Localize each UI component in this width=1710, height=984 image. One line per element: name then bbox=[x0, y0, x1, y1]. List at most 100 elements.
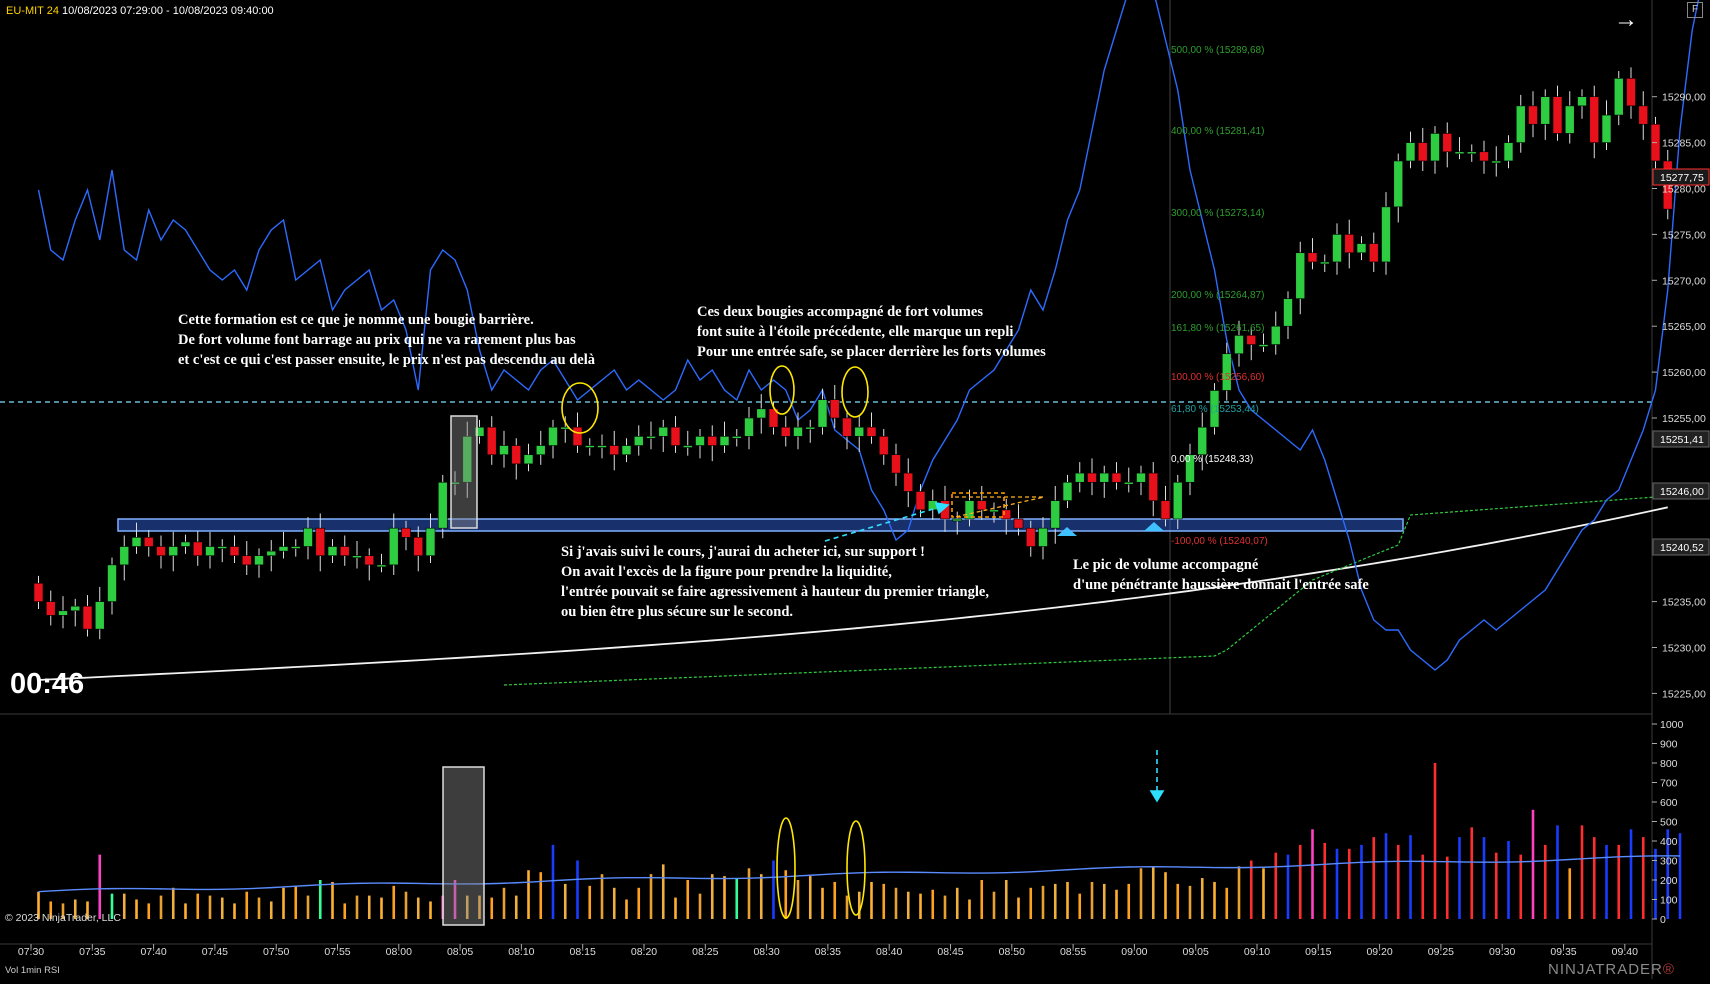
candle[interactable] bbox=[1394, 154, 1403, 223]
candle[interactable] bbox=[1333, 223, 1342, 274]
candle[interactable] bbox=[720, 422, 729, 453]
candle[interactable] bbox=[892, 444, 901, 486]
candle[interactable] bbox=[1345, 220, 1354, 269]
candle[interactable] bbox=[1541, 89, 1550, 139]
candle[interactable] bbox=[1578, 89, 1587, 118]
candle[interactable] bbox=[781, 416, 790, 446]
candle[interactable] bbox=[1590, 86, 1599, 159]
candle[interactable] bbox=[255, 548, 264, 577]
candle[interactable] bbox=[83, 595, 92, 636]
volume-bar[interactable] bbox=[931, 890, 934, 919]
volume-bar[interactable] bbox=[1213, 882, 1216, 919]
volume-bar[interactable] bbox=[735, 878, 738, 919]
volume-bar[interactable] bbox=[637, 888, 640, 919]
volume-bar[interactable] bbox=[821, 888, 824, 919]
volume-bar[interactable] bbox=[417, 898, 420, 919]
volume-bar[interactable] bbox=[1250, 861, 1253, 920]
volume-bar[interactable] bbox=[625, 900, 628, 920]
candle[interactable] bbox=[1504, 135, 1513, 168]
candle[interactable] bbox=[647, 422, 656, 450]
volume-bar[interactable] bbox=[1654, 849, 1657, 919]
volume-bar[interactable] bbox=[748, 868, 751, 919]
volume-bar[interactable] bbox=[650, 874, 653, 919]
volume-bar[interactable] bbox=[1103, 884, 1106, 919]
volume-bar[interactable] bbox=[221, 898, 224, 919]
volume-bar[interactable] bbox=[784, 870, 787, 919]
arrow-right-icon[interactable]: → bbox=[1614, 6, 1638, 34]
volume-bar[interactable] bbox=[968, 900, 971, 920]
volume-bar[interactable] bbox=[552, 845, 555, 919]
volume-bar[interactable] bbox=[956, 888, 959, 919]
volume-bar[interactable] bbox=[1642, 837, 1645, 919]
candle[interactable] bbox=[512, 438, 521, 479]
volume-bar[interactable] bbox=[1556, 825, 1559, 919]
candle[interactable] bbox=[193, 531, 202, 566]
candle[interactable] bbox=[1357, 236, 1366, 260]
candle[interactable] bbox=[1639, 91, 1648, 140]
volume-bar[interactable] bbox=[1311, 829, 1314, 919]
window-f-icon[interactable]: F bbox=[1687, 2, 1703, 18]
candle[interactable] bbox=[377, 554, 386, 572]
candle[interactable] bbox=[524, 444, 533, 472]
price-axis[interactable]: 15290,0015285,0015280,0015275,0015270,00… bbox=[1652, 92, 1709, 701]
volume-bar[interactable] bbox=[294, 886, 297, 919]
volume-bar[interactable] bbox=[1262, 868, 1265, 919]
volume-bar[interactable] bbox=[1189, 886, 1192, 919]
candle[interactable] bbox=[1406, 132, 1415, 169]
candle[interactable] bbox=[365, 548, 374, 580]
candle[interactable] bbox=[757, 394, 766, 433]
candle[interactable] bbox=[904, 458, 913, 507]
candle[interactable] bbox=[157, 536, 166, 569]
candle[interactable] bbox=[1137, 466, 1146, 495]
candle[interactable] bbox=[1529, 91, 1538, 137]
candle[interactable] bbox=[659, 420, 668, 452]
volume-bar[interactable] bbox=[1201, 878, 1204, 919]
volume-bar[interactable] bbox=[380, 898, 383, 919]
candle[interactable] bbox=[59, 596, 68, 628]
candle[interactable] bbox=[414, 526, 423, 571]
candle[interactable] bbox=[1565, 91, 1574, 143]
volume-bar[interactable] bbox=[846, 896, 849, 919]
volume-bar[interactable] bbox=[1532, 810, 1535, 919]
volume-bar[interactable] bbox=[307, 896, 310, 919]
candle[interactable] bbox=[671, 416, 680, 453]
candle[interactable] bbox=[1149, 462, 1158, 516]
candle[interactable] bbox=[1431, 126, 1440, 174]
volume-bar[interactable] bbox=[1164, 872, 1167, 919]
candle[interactable] bbox=[218, 539, 227, 562]
candle[interactable] bbox=[1516, 95, 1525, 153]
indicator-label[interactable]: Vol 1min RSI bbox=[5, 965, 60, 976]
volume-bar[interactable] bbox=[1397, 845, 1400, 919]
volume-bar[interactable] bbox=[1042, 886, 1045, 919]
volume-bar[interactable] bbox=[368, 896, 371, 919]
candle[interactable] bbox=[1602, 100, 1611, 150]
volume-bar[interactable] bbox=[980, 880, 983, 919]
volume-bar[interactable] bbox=[662, 864, 665, 919]
volume-bar[interactable] bbox=[135, 900, 138, 920]
candle[interactable] bbox=[71, 599, 80, 627]
candle[interactable] bbox=[1553, 86, 1562, 141]
candle[interactable] bbox=[622, 438, 631, 462]
volume-bar[interactable] bbox=[1323, 843, 1326, 919]
volume-bar[interactable] bbox=[1544, 845, 1547, 919]
volume-bar[interactable] bbox=[1409, 835, 1412, 919]
candle[interactable] bbox=[230, 536, 239, 564]
volume-bar[interactable] bbox=[245, 892, 248, 919]
volume-bar[interactable] bbox=[1078, 894, 1081, 919]
volume-bar[interactable] bbox=[1679, 833, 1682, 919]
volume-bar[interactable] bbox=[1017, 898, 1020, 919]
volume-bar[interactable] bbox=[184, 903, 187, 919]
candle[interactable] bbox=[1284, 291, 1293, 339]
volume-bar[interactable] bbox=[1593, 837, 1596, 919]
candle[interactable] bbox=[487, 416, 496, 465]
volume-bar[interactable] bbox=[723, 876, 726, 919]
volume-bar[interactable] bbox=[515, 896, 518, 919]
candle[interactable] bbox=[34, 576, 43, 609]
volume-bar[interactable] bbox=[1274, 853, 1277, 919]
volume-bar[interactable] bbox=[895, 888, 898, 919]
candle[interactable] bbox=[291, 539, 300, 556]
candle[interactable] bbox=[169, 532, 178, 571]
candle[interactable] bbox=[1100, 466, 1109, 498]
volume-bar[interactable] bbox=[686, 880, 689, 919]
